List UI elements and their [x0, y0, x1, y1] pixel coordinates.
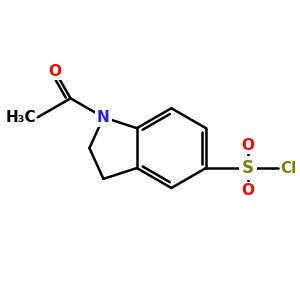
Text: N: N: [97, 110, 110, 125]
Text: H₃C: H₃C: [5, 110, 36, 125]
Text: O: O: [241, 138, 254, 153]
Text: Cl: Cl: [280, 160, 296, 175]
Text: O: O: [241, 183, 254, 198]
Text: S: S: [242, 159, 254, 177]
Text: O: O: [48, 64, 62, 79]
